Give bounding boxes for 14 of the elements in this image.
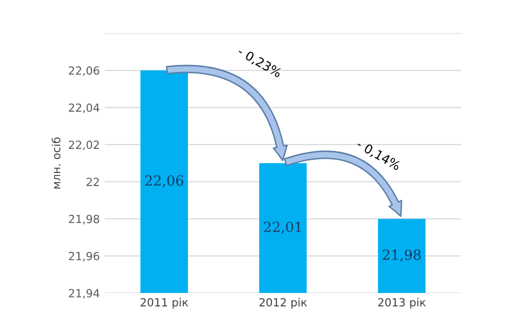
y-tick-label: 21,98 [68, 214, 100, 224]
y-axis-title: млн. осіб [52, 137, 60, 188]
y-tick-label: 22,06 [68, 66, 100, 76]
y-tick-label: 21,96 [68, 252, 100, 262]
y-tick-label: 21,94 [68, 289, 100, 299]
data-label: 21,98 [382, 249, 421, 262]
y-tick-label: 22,02 [68, 140, 99, 150]
x-tick-label: 2013 рік [378, 298, 426, 309]
x-tick-label: 2011 рік [140, 298, 188, 309]
data-label: 22,01 [264, 222, 301, 234]
data-label: 22,06 [145, 175, 184, 188]
y-tick-label: 22,04 [68, 103, 100, 114]
y-tick-label: 22 [86, 178, 99, 186]
x-tick-label: 2012 рік [259, 298, 307, 309]
